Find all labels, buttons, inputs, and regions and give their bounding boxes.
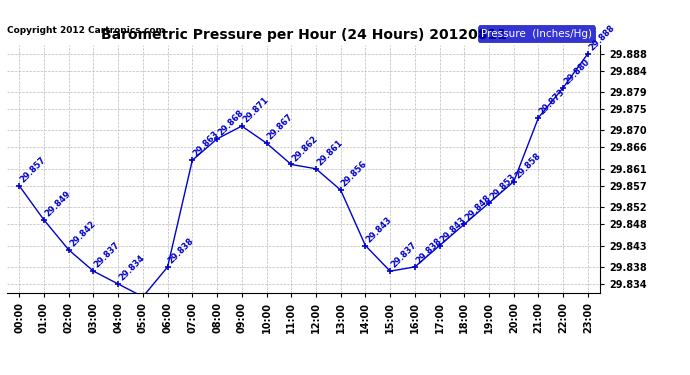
Text: 29.837: 29.837: [92, 241, 121, 270]
Text: 29.858: 29.858: [513, 151, 542, 180]
Text: 29.888: 29.888: [587, 23, 616, 52]
Text: 29.861: 29.861: [315, 138, 344, 167]
Text: 29.867: 29.867: [266, 112, 295, 142]
Text: 29.853: 29.853: [489, 172, 518, 201]
Text: 29.849: 29.849: [43, 189, 72, 219]
Legend: Pressure  (Inches/Hg): Pressure (Inches/Hg): [478, 26, 595, 42]
Text: 29.868: 29.868: [216, 108, 246, 138]
Text: 29.873: 29.873: [538, 87, 566, 116]
Text: 29.871: 29.871: [241, 96, 270, 125]
Text: 29.834: 29.834: [117, 254, 146, 283]
Title: Barometric Pressure per Hour (24 Hours) 20120811: Barometric Pressure per Hour (24 Hours) …: [101, 28, 506, 42]
Text: 29.862: 29.862: [290, 134, 319, 163]
Text: Copyright 2012 Cartronics.com: Copyright 2012 Cartronics.com: [7, 26, 165, 35]
Text: 29.848: 29.848: [464, 194, 493, 223]
Text: 29.880: 29.880: [562, 57, 591, 86]
Text: 29.856: 29.856: [340, 159, 369, 189]
Text: 29.838: 29.838: [414, 237, 443, 266]
Text: 29.838: 29.838: [167, 237, 196, 266]
Text: 29.831: 29.831: [0, 374, 1, 375]
Text: 29.843: 29.843: [364, 215, 394, 244]
Text: 29.857: 29.857: [19, 155, 48, 184]
Text: 29.843: 29.843: [439, 215, 468, 244]
Text: 29.863: 29.863: [192, 130, 221, 159]
Text: 29.842: 29.842: [68, 219, 97, 249]
Text: 29.837: 29.837: [389, 241, 418, 270]
